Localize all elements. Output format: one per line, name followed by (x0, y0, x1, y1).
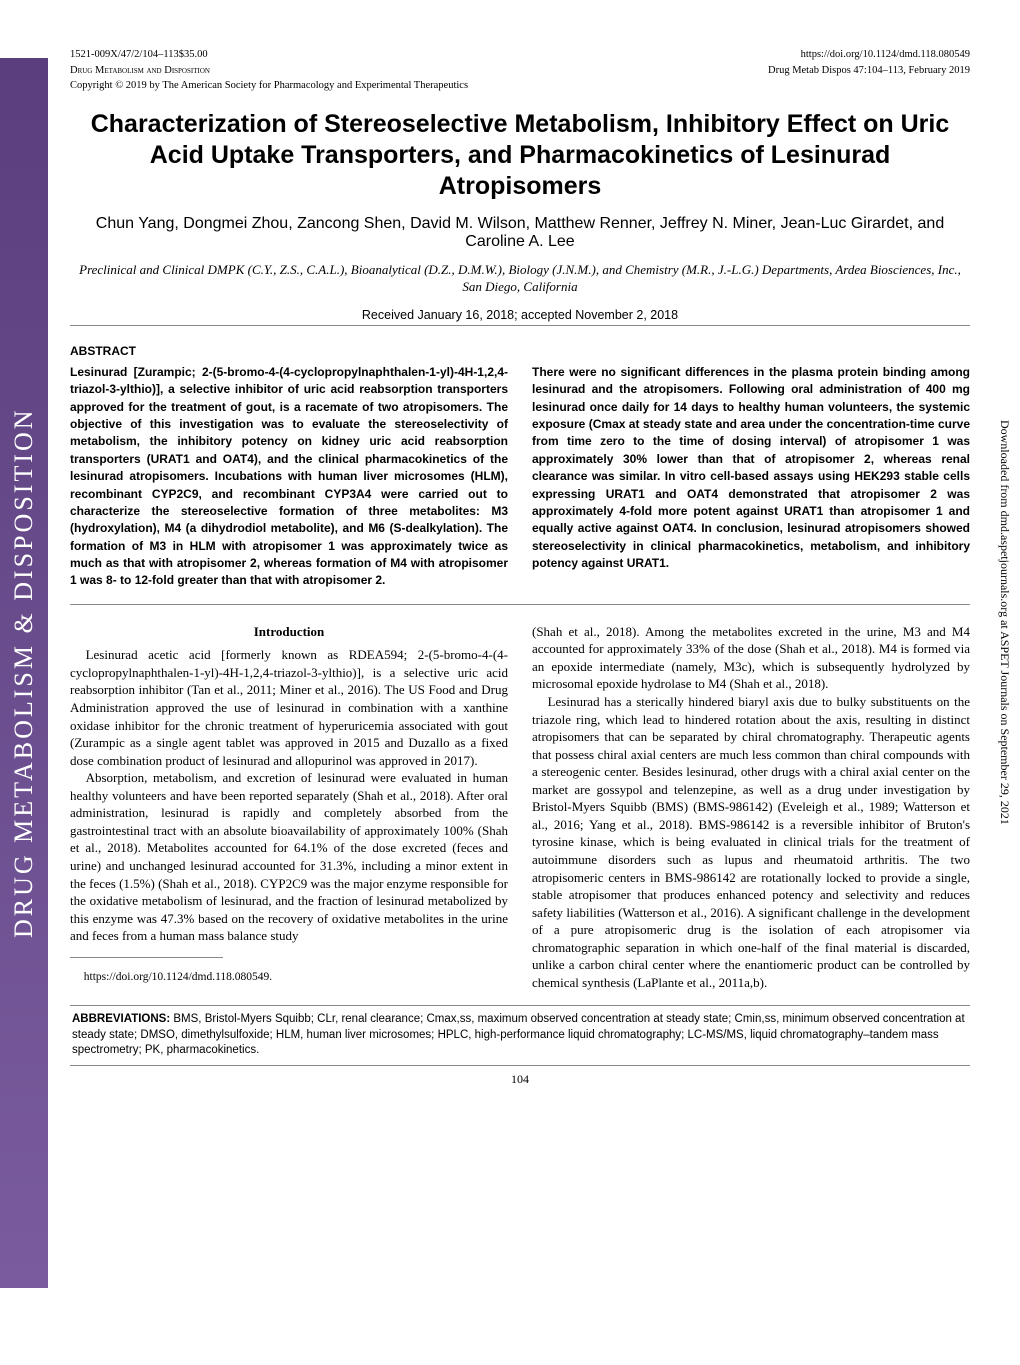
body-col-right: (Shah et al., 2018). Among the metabolit… (532, 623, 970, 991)
article-title: Characterization of Stereoselective Meta… (70, 109, 970, 203)
header-row-2: Drug Metabolism and Disposition Drug Met… (70, 64, 970, 78)
body-columns: Introduction Lesinurad acetic acid [form… (70, 623, 970, 991)
header-journal: Drug Metabolism and Disposition (70, 64, 210, 78)
abstract-heading: ABSTRACT (70, 344, 970, 358)
affiliations: Preclinical and Clinical DMPK (C.Y., Z.S… (70, 261, 970, 296)
page-number: 104 (70, 1072, 970, 1087)
abstract-col-left: Lesinurad [Zurampic; 2-(5-bromo-4-(4-cyc… (70, 364, 508, 590)
header-copyright: Copyright © 2019 by The American Society… (70, 79, 468, 93)
abstract-col-right: There were no significant differences in… (532, 364, 970, 590)
rule-below-abstract (70, 604, 970, 605)
abbreviations-text: BMS, Bristol-Myers Squibb; CLr, renal cl… (72, 1013, 965, 1056)
abstract-columns: Lesinurad [Zurampic; 2-(5-bromo-4-(4-cyc… (70, 364, 970, 590)
intro-p3: (Shah et al., 2018). Among the metabolit… (532, 623, 970, 693)
footnote-doi: https://doi.org/10.1124/dmd.118.080549. (70, 970, 508, 986)
header-id: 1521-009X/47/2/104–113$35.00 (70, 48, 208, 62)
abbreviations-label: ABBREVIATIONS: (72, 1013, 170, 1025)
header-citation: Drug Metab Dispos 47:104–113, February 2… (768, 64, 970, 78)
intro-p2: Absorption, metabolism, and excretion of… (70, 769, 508, 944)
footnote-rule (70, 957, 223, 958)
intro-p4: Lesinurad has a sterically hindered biar… (532, 693, 970, 991)
introduction-heading: Introduction (70, 623, 508, 641)
abbreviations-box: ABBREVIATIONS: BMS, Bristol-Myers Squibb… (70, 1005, 970, 1066)
intro-p1: Lesinurad acetic acid [formerly known as… (70, 646, 508, 769)
page-content: 1521-009X/47/2/104–113$35.00 https://doi… (70, 0, 970, 1087)
author-list: Chun Yang, Dongmei Zhou, Zancong Shen, D… (70, 215, 970, 251)
body-col-left: Introduction Lesinurad acetic acid [form… (70, 623, 508, 991)
rule-above-abstract (70, 325, 970, 326)
header-doi: https://doi.org/10.1124/dmd.118.080549 (801, 48, 970, 62)
header-row-3: Copyright © 2019 by The American Society… (70, 79, 970, 93)
journal-sidebar-banner: DRUG METABOLISM & DISPOSITION (0, 58, 48, 1288)
received-accepted-dates: Received January 16, 2018; accepted Nove… (70, 308, 970, 322)
download-watermark: Downloaded from dmd.aspetjournals.org at… (997, 420, 1012, 825)
header-row-1: 1521-009X/47/2/104–113$35.00 https://doi… (70, 48, 970, 62)
